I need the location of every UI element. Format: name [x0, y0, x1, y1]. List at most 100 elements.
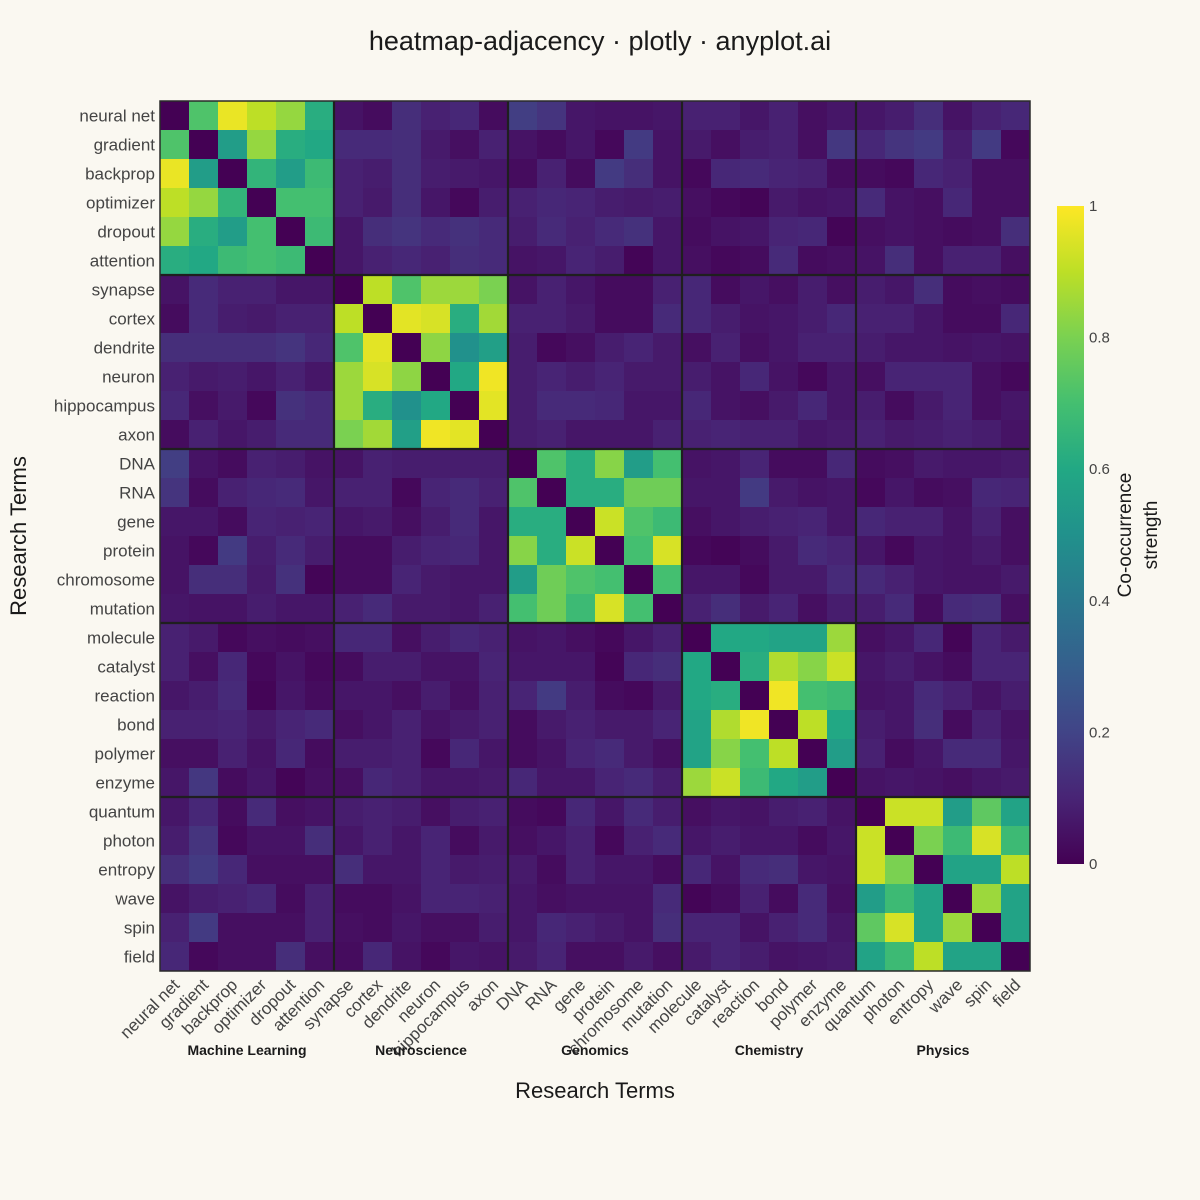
heatmap-cell [566, 797, 596, 827]
heatmap-cell [856, 507, 886, 537]
heatmap-cell [218, 130, 248, 160]
heatmap-cell [711, 681, 741, 711]
heatmap-cell [624, 159, 654, 189]
heatmap-cell [653, 826, 683, 856]
heatmap-cell [189, 652, 219, 682]
heatmap-cell [160, 159, 190, 189]
heatmap-cell [653, 652, 683, 682]
heatmap-cell [479, 884, 509, 914]
heatmap-cell [479, 478, 509, 508]
heatmap-cell [421, 478, 451, 508]
heatmap-cell [334, 739, 364, 769]
heatmap-cell [392, 710, 422, 740]
heatmap-cell [856, 449, 886, 479]
heatmap-cell [160, 797, 190, 827]
heatmap-cell [421, 739, 451, 769]
heatmap-cell [769, 188, 799, 218]
heatmap-cell [653, 536, 683, 566]
heatmap-cell [740, 565, 770, 595]
heatmap-cell [363, 855, 393, 885]
heatmap-cell [914, 159, 944, 189]
heatmap-cell [450, 275, 480, 305]
heatmap-cell [247, 942, 277, 972]
heatmap-cell [798, 507, 828, 537]
heatmap-cell [595, 768, 625, 798]
heatmap-cell [856, 420, 886, 450]
heatmap-cell [566, 652, 596, 682]
heatmap-cell [247, 333, 277, 363]
heatmap-cell [334, 536, 364, 566]
heatmap-cell [247, 391, 277, 421]
heatmap-cell [218, 449, 248, 479]
heatmap-cell [827, 739, 857, 769]
heatmap-cell [566, 130, 596, 160]
heatmap-cell [276, 594, 306, 624]
heatmap-cell [160, 623, 190, 653]
group-dividers [160, 101, 1030, 971]
heatmap-cell [769, 304, 799, 334]
heatmap-cell [885, 681, 915, 711]
heatmap-cell [305, 739, 335, 769]
y-tick-label: DNA [119, 455, 156, 474]
y-tick-label: field [124, 948, 155, 967]
heatmap-cell [827, 188, 857, 218]
heatmap-cell [711, 536, 741, 566]
heatmap-cell [479, 710, 509, 740]
heatmap-cell [508, 797, 538, 827]
heatmap-cell [885, 710, 915, 740]
heatmap-cell [450, 942, 480, 972]
heatmap-cell [537, 246, 567, 276]
heatmap-cell [595, 188, 625, 218]
heatmap-cell [276, 159, 306, 189]
heatmap-cell [711, 275, 741, 305]
heatmap-cell [305, 681, 335, 711]
heatmap-cell [1001, 884, 1031, 914]
heatmap-cell [827, 478, 857, 508]
heatmap-cell [653, 101, 683, 131]
colorbar-title-line-1: Co-occurrence [1115, 473, 1136, 598]
heatmap-cell [624, 855, 654, 885]
heatmap-cell [305, 130, 335, 160]
heatmap-cell [827, 391, 857, 421]
group-label: Chemistry [735, 1042, 804, 1058]
heatmap-cell [827, 855, 857, 885]
heatmap-cell [769, 855, 799, 885]
heatmap-cell [798, 768, 828, 798]
heatmap-cell [421, 884, 451, 914]
heatmap-cell [566, 275, 596, 305]
y-tick-label: neural net [79, 107, 155, 126]
heatmap-cell [769, 478, 799, 508]
heatmap-cell [508, 681, 538, 711]
heatmap-cell [334, 710, 364, 740]
heatmap-cell [363, 913, 393, 943]
heatmap-cell [711, 797, 741, 827]
heatmap-cell [334, 362, 364, 392]
heatmap-cell [943, 333, 973, 363]
heatmap-cell [421, 449, 451, 479]
heatmap-cell [305, 101, 335, 131]
heatmap-cell [740, 768, 770, 798]
heatmap-cell [624, 681, 654, 711]
heatmap-cell [972, 594, 1002, 624]
heatmap-cell [566, 159, 596, 189]
heatmap-cell [711, 246, 741, 276]
heatmap-cell [682, 420, 712, 450]
heatmap-cell [189, 478, 219, 508]
heatmap-cell [711, 362, 741, 392]
heatmap-cell [1001, 246, 1031, 276]
heatmap-cell [160, 391, 190, 421]
heatmap-cell [479, 188, 509, 218]
heatmap-cell [595, 130, 625, 160]
heatmap-cell [537, 391, 567, 421]
heatmap-cell [943, 275, 973, 305]
heatmap-cell [537, 565, 567, 595]
heatmap-cell [218, 710, 248, 740]
heatmap-cell [827, 913, 857, 943]
heatmap-cell [827, 884, 857, 914]
heatmap-cell [740, 130, 770, 160]
heatmap-cell [682, 855, 712, 885]
heatmap-cell [595, 623, 625, 653]
y-tick-label: wave [114, 890, 155, 909]
heatmap-cell [798, 159, 828, 189]
heatmap-cell [972, 884, 1002, 914]
